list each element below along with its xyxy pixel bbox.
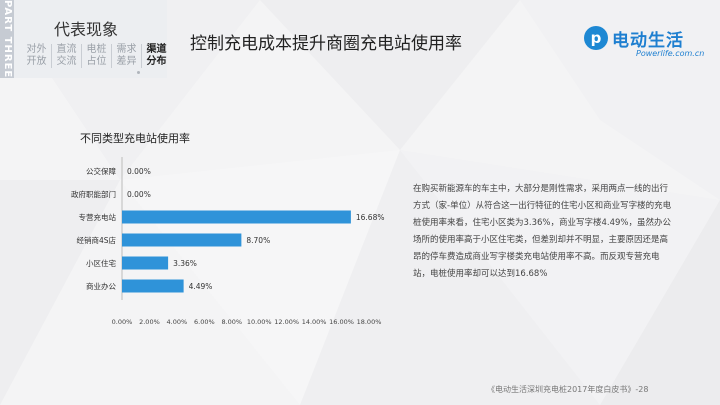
x-tick-label: 8.00% bbox=[221, 318, 242, 326]
brand-logo: p 电动生活 Powerlife.com.cn bbox=[584, 24, 704, 62]
bar bbox=[122, 279, 184, 293]
x-tick-label: 12.00% bbox=[274, 318, 299, 326]
value-label: 0.00% bbox=[127, 190, 151, 199]
tab-open[interactable]: 对外 开放 bbox=[26, 44, 47, 67]
x-tick-label: 14.00% bbox=[302, 318, 327, 326]
tab-dc-ac[interactable]: 直流 交流 bbox=[51, 44, 81, 68]
bar bbox=[122, 233, 242, 247]
section-tabs: 对外 开放 直流 交流 电桩 占位 需求 差异 渠道 分布 bbox=[22, 44, 171, 68]
logo-name: 电动生活 bbox=[612, 31, 684, 51]
page-title: 控制充电成本提升商圈充电站使用率 bbox=[190, 34, 462, 54]
category-label: 商业办公 bbox=[86, 281, 116, 291]
footer-source: 《电动生活深圳充电桩2017年度白皮书》-28 bbox=[487, 385, 649, 394]
tab-demand[interactable]: 需求 差异 bbox=[111, 44, 141, 68]
tab-occupancy[interactable]: 电桩 占位 bbox=[81, 44, 111, 68]
value-label: 4.49% bbox=[189, 282, 213, 291]
active-tab-indicator bbox=[137, 71, 140, 74]
value-label: 3.36% bbox=[173, 259, 197, 268]
category-label: 经销商4S店 bbox=[76, 235, 116, 245]
bar bbox=[122, 210, 351, 224]
section-header: 代表现象 对外 开放 直流 交流 电桩 占位 需求 差异 渠道 分布 bbox=[14, 0, 167, 78]
category-label: 小区住宅 bbox=[86, 258, 116, 268]
x-tick-label: 4.00% bbox=[167, 318, 188, 326]
logo-icon: p bbox=[584, 26, 608, 50]
x-tick-label: 16.00% bbox=[329, 318, 354, 326]
description-text: 在购买新能源车的车主中，大部分是刚性需求，采用两点一线的出行方式（家-单位）从符… bbox=[413, 184, 672, 279]
section-title: 代表现象 bbox=[54, 20, 119, 39]
value-label: 8.70% bbox=[246, 236, 270, 245]
chart-title: 不同类型充电站使用率 bbox=[80, 132, 190, 145]
value-label: 16.68% bbox=[356, 213, 385, 222]
value-label: 0.00% bbox=[127, 167, 151, 176]
x-tick-label: 18.00% bbox=[357, 318, 382, 326]
category-label: 公交保障 bbox=[86, 166, 116, 176]
x-tick-label: 6.00% bbox=[194, 318, 215, 326]
category-label: 专营充电站 bbox=[79, 212, 117, 222]
bar bbox=[122, 256, 169, 270]
x-tick-label: 10.00% bbox=[247, 318, 272, 326]
logo-url: Powerlife.com.cn bbox=[636, 49, 705, 58]
x-tick-label: 0.00% bbox=[112, 318, 133, 326]
x-tick-label: 2.00% bbox=[139, 318, 160, 326]
part-label: PART THREE bbox=[0, 0, 14, 78]
category-label: 政府职能部门 bbox=[71, 189, 116, 199]
tab-channel[interactable]: 渠道 分布 bbox=[141, 44, 171, 68]
